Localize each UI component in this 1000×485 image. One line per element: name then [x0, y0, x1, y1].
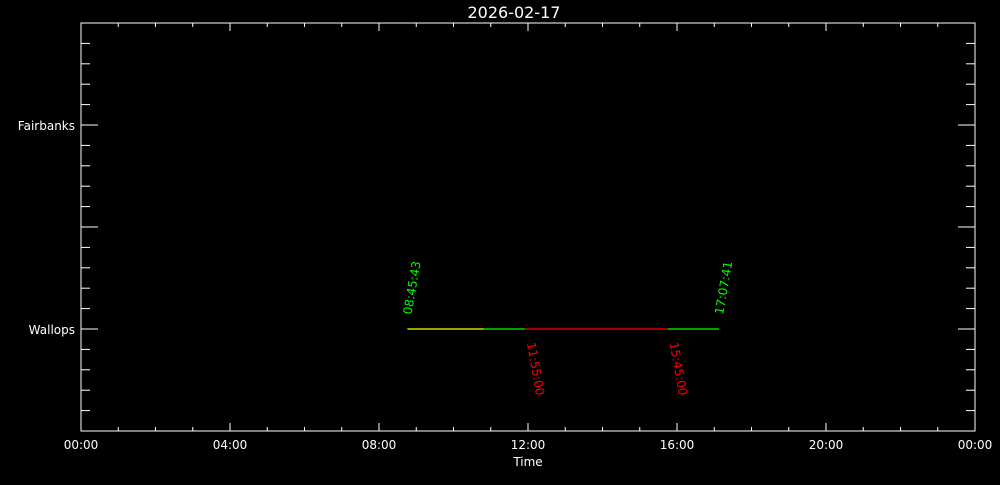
- x-tick-label: 04:00: [213, 438, 248, 452]
- time-annotation: 15:45:00: [667, 341, 690, 397]
- chart-title: 2026-02-17: [468, 3, 561, 22]
- time-annotation: 11:55:00: [524, 341, 547, 397]
- plot-frame: [80, 22, 976, 432]
- x-tick-label: 00:00: [64, 438, 99, 452]
- x-tick-label: 20:00: [809, 438, 844, 452]
- x-tick-label: 08:00: [362, 438, 397, 452]
- x-tick-label: 12:00: [511, 438, 546, 452]
- y-tick-label-wallops: Wallops: [29, 323, 75, 337]
- x-tick-label: 16:00: [660, 438, 695, 452]
- time-annotation: 08:45:43: [401, 260, 424, 316]
- time-annotation: 17:07:41: [712, 260, 735, 316]
- x-axis-label: Time: [512, 455, 542, 469]
- y-tick-label-fairbanks: Fairbanks: [18, 119, 75, 133]
- x-tick-label: 00:00: [958, 438, 993, 452]
